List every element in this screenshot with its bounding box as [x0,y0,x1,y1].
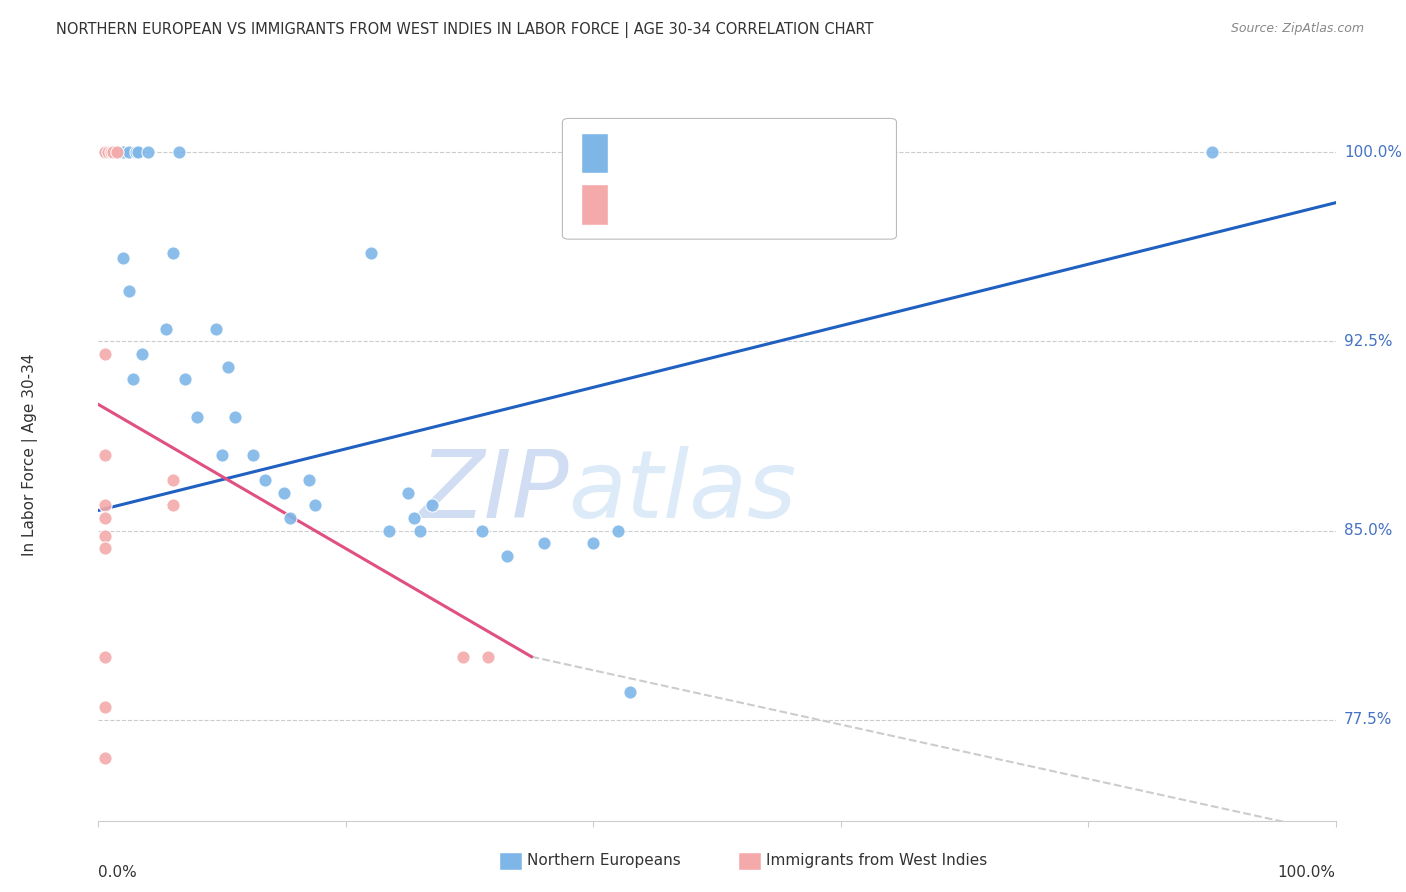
Point [254,473,277,487]
Text: 92.5%: 92.5% [1344,334,1392,349]
Point [112,145,135,160]
Text: In Labor Force | Age 30-34: In Labor Force | Age 30-34 [22,353,38,557]
Bar [581,133,609,173]
Point [409,524,432,538]
Point [1201,145,1223,160]
Point [100,145,122,160]
Point [477,649,499,664]
Point [211,448,233,462]
Point [118,145,141,160]
Point [242,448,264,462]
Text: 100.0%: 100.0% [1278,864,1336,880]
FancyBboxPatch shape [562,119,897,239]
Point [422,499,444,513]
Point [93,448,115,462]
Point [105,145,128,160]
Point [131,347,153,361]
Point [360,246,382,260]
Point [93,499,115,513]
Text: R =  0.374   N = 40: R = 0.374 N = 40 [619,143,825,161]
Point [118,284,141,298]
Point [607,524,630,538]
Text: Northern Europeans: Northern Europeans [527,854,681,868]
Point [162,473,184,487]
Text: ZIP: ZIP [419,446,568,537]
Point [582,536,605,550]
Point [124,145,146,160]
Point [93,145,115,160]
Point [100,145,122,160]
Point [122,372,145,386]
Text: 85.0%: 85.0% [1344,523,1392,538]
Point [453,649,475,664]
Text: 0.0%: 0.0% [98,864,138,880]
Point [155,322,177,336]
Point [93,700,115,714]
Point [186,410,208,425]
Bar [581,185,609,225]
Point [167,145,190,160]
Text: R = -0.286   N = 18: R = -0.286 N = 18 [619,194,825,211]
Point [402,511,425,525]
Text: NORTHERN EUROPEAN VS IMMIGRANTS FROM WEST INDIES IN LABOR FORCE | AGE 30-34 CORR: NORTHERN EUROPEAN VS IMMIGRANTS FROM WES… [56,22,873,38]
Point [174,372,197,386]
Point [378,524,401,538]
Text: Immigrants from West Indies: Immigrants from West Indies [766,854,987,868]
Point [533,536,555,550]
Point [93,750,115,764]
Point [93,347,115,361]
Text: 77.5%: 77.5% [1344,712,1392,727]
Point [97,145,120,160]
Point [127,145,149,160]
Text: 100.0%: 100.0% [1344,145,1402,160]
Point [136,145,159,160]
Point [205,322,228,336]
Point [105,145,128,160]
Point [273,485,295,500]
Point [495,549,517,563]
Point [304,499,326,513]
Point [619,685,641,699]
Point [162,499,184,513]
Point [112,251,135,265]
Point [93,511,115,525]
Point [103,145,125,160]
Point [224,410,246,425]
Text: Source: ZipAtlas.com: Source: ZipAtlas.com [1230,22,1364,36]
Point [278,511,301,525]
Point [217,359,239,374]
Point [162,246,184,260]
Point [93,541,115,556]
Point [298,473,321,487]
Text: atlas: atlas [568,446,797,537]
Point [396,485,419,500]
Point [93,649,115,664]
Point [471,524,494,538]
Point [93,528,115,542]
Point [93,145,115,160]
